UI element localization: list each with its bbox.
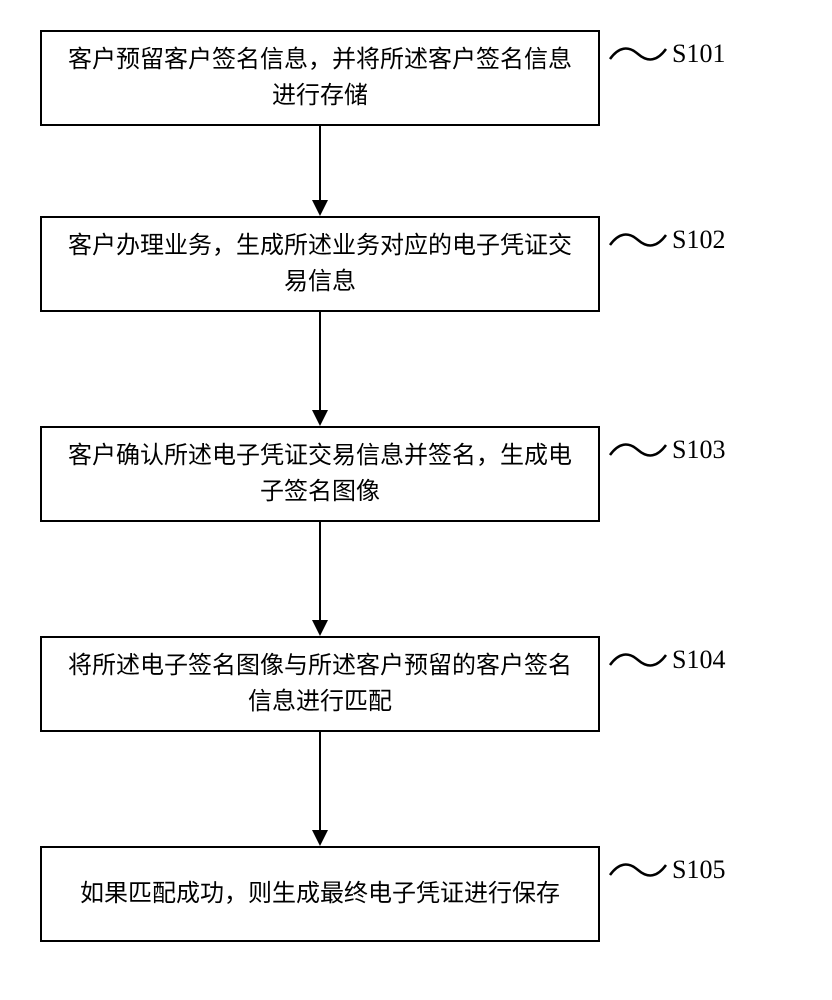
arrow-4-5 [40,732,600,846]
wave-icon [608,225,668,255]
step-box-1: 客户预留客户签名信息，并将所述客户签名信息进行存储 [40,30,600,126]
arrow-3-4 [40,522,600,636]
step-label-2: S102 [672,225,725,255]
step-label-group-1: S101 [608,34,725,74]
step-label-1: S101 [672,39,725,69]
step-label-3: S103 [672,435,725,465]
step-box-2: 客户办理业务，生成所述业务对应的电子凭证交易信息 [40,216,600,312]
step-row-5: 如果匹配成功，则生成最终电子凭证进行保存 [40,846,600,942]
wave-icon [608,645,668,675]
step-text-4: 将所述电子签名图像与所述客户预留的客户签名信息进行匹配 [62,648,578,720]
step-label-5: S105 [672,855,725,885]
step-row-1: 客户预留客户签名信息，并将所述客户签名信息进行存储 [40,30,600,126]
step-label-group-5: S105 [608,850,725,890]
step-text-5: 如果匹配成功，则生成最终电子凭证进行保存 [80,876,560,912]
wave-icon [608,435,668,465]
step-label-group-2: S102 [608,220,725,260]
step-row-3: 客户确认所述电子凭证交易信息并签名，生成电子签名图像 [40,426,600,522]
arrow-1-2 [40,126,600,216]
step-label-4: S104 [672,645,725,675]
arrow-2-3 [40,312,600,426]
step-text-3: 客户确认所述电子凭证交易信息并签名，生成电子签名图像 [62,438,578,510]
step-text-1: 客户预留客户签名信息，并将所述客户签名信息进行存储 [62,42,578,114]
step-label-group-3: S103 [608,430,725,470]
wave-icon [608,855,668,885]
step-row-2: 客户办理业务，生成所述业务对应的电子凭证交易信息 [40,216,600,312]
step-label-group-4: S104 [608,640,725,680]
wave-icon [608,39,668,69]
step-box-4: 将所述电子签名图像与所述客户预留的客户签名信息进行匹配 [40,636,600,732]
step-text-2: 客户办理业务，生成所述业务对应的电子凭证交易信息 [62,228,578,300]
step-box-3: 客户确认所述电子凭证交易信息并签名，生成电子签名图像 [40,426,600,522]
step-box-5: 如果匹配成功，则生成最终电子凭证进行保存 [40,846,600,942]
step-row-4: 将所述电子签名图像与所述客户预留的客户签名信息进行匹配 [40,636,600,732]
